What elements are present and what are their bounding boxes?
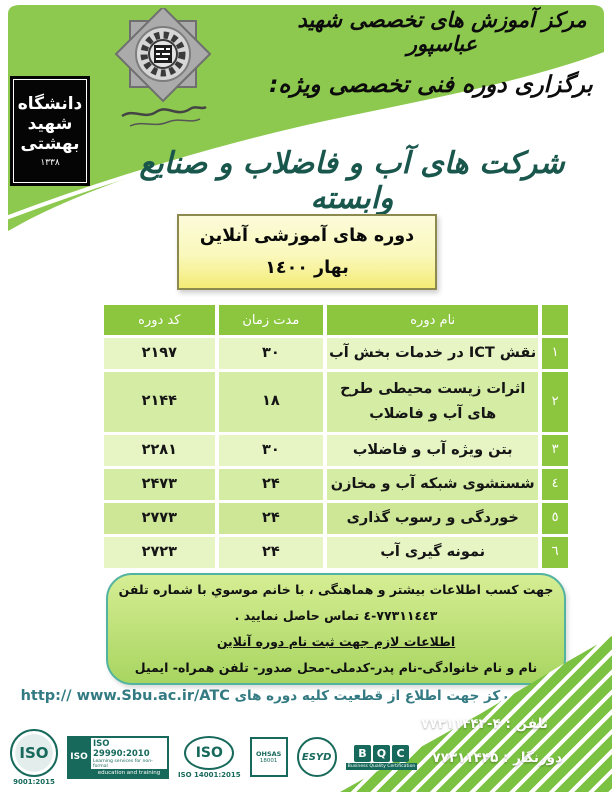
iso-29990-title: ISO 29990:2010 <box>93 738 150 759</box>
course-name: نمونه گیری آب <box>327 537 539 568</box>
course-code: ۲۴۷۳ <box>104 469 215 500</box>
iso-29990-icon: ISO <box>67 735 91 779</box>
website-url: http:// www.Sbu.ac.ir/ATC <box>20 688 230 704</box>
website-line: سایت مرکز جهت اطلاع از قطعیت کلیه دوره ه… <box>0 688 580 704</box>
row-index: ١ <box>542 338 568 369</box>
table-row: ١ نقش ICT در خدمات بخش آب ۳۰ ۲۱۹۷ <box>104 338 568 369</box>
table-row: ٢ اثرات زیست محیطی طرح های آب و فاضلاب ۱… <box>104 372 568 432</box>
esyd-label: ESYD <box>301 751 332 763</box>
bqc-letter-b: B <box>353 744 371 762</box>
row-index: ٣ <box>542 435 568 466</box>
iso-14001-badge: ISO ISO 14001:2015 <box>178 735 241 779</box>
table-row: ٣ بتن ویژه آب و فاضلاب ۳۰ ۲۲۸۱ <box>104 435 568 466</box>
course-name: نقش ICT در خدمات بخش آب <box>327 338 539 369</box>
table-row: ٦ نمونه گیری آب ۲۴ ۲۷۲۳ <box>104 537 568 568</box>
iso-29990-subtitle: Learning services for non-formal <box>93 758 153 769</box>
online-courses-banner: دوره های آموزشی آنلاین بهار ١٤٠٠ <box>177 214 437 290</box>
course-name: خوردگی و رسوب گذاری <box>327 503 539 534</box>
registration-fields-list: نام و نام خانوادگی-نام پدر-کدملی-محل صدو… <box>134 660 538 675</box>
iso-9001-icon: ISO <box>10 728 58 777</box>
course-duration: ۲۴ <box>218 537 324 568</box>
logo-word-3: بهشتی <box>20 134 80 154</box>
footer-fax: دورنگار : ۷۷۳۱۱۴۴۵ <box>432 750 562 766</box>
course-code: ۲۷۲۳ <box>104 537 215 568</box>
esyd-badge: ESYD <box>296 737 337 777</box>
banner-line-2: بهار ١٤٠٠ <box>265 258 349 278</box>
row-index: ٥ <box>542 503 568 534</box>
course-code: ۲۱۴۴ <box>104 372 215 432</box>
center-name-calligraphy: مرکز آموزش های تخصصی شهید عباسپور <box>297 8 587 56</box>
info-line-1: جهت کسب اطلاعات بیشتر و هماهنگی ، با خان… <box>118 582 554 597</box>
course-duration: ۳۰ <box>218 338 324 369</box>
ohsas-badge: OHSAS 18001 <box>249 737 288 777</box>
iso-29990-box: ISO 29990:2010 Learning services for non… <box>91 735 169 779</box>
header-course-name: نام دوره <box>327 305 539 335</box>
course-name: شستشوی شبکه آب و مخازن <box>327 469 539 500</box>
course-announcement-calligraphy: برگزاری دوره فنی تخصصی ویژه: <box>269 72 593 98</box>
table-row: ٤ شستشوی شبکه آب و مخازن ۲۴ ۲۴۷۳ <box>104 469 568 500</box>
table-header-row: نام دوره مدت زمان کد دوره <box>104 305 568 335</box>
iso-29990-badge: ISO ISO 29990:2010 Learning services for… <box>67 735 169 779</box>
main-title-calligraphy: شرکت های آب و فاضلاب و صنایع وابسته <box>139 146 565 216</box>
bqc-letter-q: Q <box>372 744 390 762</box>
contact-phone-number: ٧٧٣١١٤٤٣-٤ <box>363 608 438 623</box>
phone-label: تلفن : <box>505 716 548 732</box>
logo-word-2: شهید <box>27 114 73 134</box>
bqc-letters: B Q C <box>353 744 409 762</box>
university-emblem-icon <box>114 8 212 127</box>
course-duration: ۱۸ <box>218 372 324 432</box>
banner-line-1: دوره های آموزشی آنلاین <box>199 226 415 246</box>
course-code: ۲۲۸۱ <box>104 435 215 466</box>
header-index <box>542 305 568 335</box>
ohsas-code: 18001 <box>259 758 278 764</box>
iso-14001-code: ISO 14001:2015 <box>178 770 241 779</box>
website-text: سایت مرکز جهت اطلاع از قطعیت کلیه دوره ه… <box>234 688 560 704</box>
ohsas-title: OHSAS <box>255 750 282 758</box>
signature-calligraphy <box>121 105 207 118</box>
iso-14001-icon: ISO <box>184 735 235 770</box>
certification-badges: ISO 9001:2015 ISO ISO 29990:2010 Learnin… <box>10 728 418 786</box>
iso-29990-strip: education and training <box>91 768 167 777</box>
course-duration: ۲۴ <box>218 503 324 534</box>
row-index: ٦ <box>542 537 568 568</box>
row-index: ٢ <box>542 372 568 432</box>
swoosh-white-line <box>5 52 607 220</box>
course-code: ۲۷۷۳ <box>104 503 215 534</box>
courses-table: نام دوره مدت زمان کد دوره ١ نقش ICT در خ… <box>100 302 572 571</box>
iso-9001-code: 9001:2015 <box>13 777 55 786</box>
iso-9001-label: ISO <box>19 743 49 762</box>
fax-number: ۷۷۳۱۱۴۴۵ <box>432 750 499 766</box>
footer-phone: تلفن : ۷۷۳۱۱۴۴۳-۴ <box>421 716 548 732</box>
course-name: بتن ویژه آب و فاضلاب <box>327 435 539 466</box>
registration-info-heading: اطلاعات لازم جهت ثبت نام دوره آنلاین <box>216 634 456 649</box>
bqc-letter-c: C <box>391 744 409 762</box>
contact-info-box: جهت کسب اطلاعات بیشتر و هماهنگی ، با خان… <box>106 573 566 685</box>
shahid-beheshti-logo: دانشگاه شهید بهشتی ۱۳۳۸ <box>10 76 90 186</box>
bqc-strip: Business Quality Certification <box>345 762 418 770</box>
logo-year: ۱۳۳۸ <box>40 158 60 168</box>
course-name: اثرات زیست محیطی طرح های آب و فاضلاب <box>327 372 539 432</box>
row-index: ٤ <box>542 469 568 500</box>
logo-word-1: دانشگاه <box>17 94 83 114</box>
table-row: ٥ خوردگی و رسوب گذاری ۲۴ ۲۷۷۳ <box>104 503 568 534</box>
course-duration: ۳۰ <box>218 435 324 466</box>
header-duration: مدت زمان <box>218 305 324 335</box>
course-duration: ۲۴ <box>218 469 324 500</box>
signature-calligraphy-2 <box>129 118 201 127</box>
info-line-2-text: تماس حاصل نمایید . <box>234 608 364 623</box>
fax-label: دورنگار : <box>503 750 562 766</box>
bqc-badge: B Q C Business Quality Certification <box>345 744 418 770</box>
header-code: کد دوره <box>104 305 215 335</box>
info-line-2: ٧٧٣١١٤٤٣-٤ تماس حاصل نمایید . <box>108 603 564 629</box>
phone-number: ۷۷۳۱۱۴۴۳-۴ <box>420 716 501 732</box>
iso-9001-badge: ISO 9001:2015 <box>10 728 58 786</box>
course-code: ۲۱۹۷ <box>104 338 215 369</box>
